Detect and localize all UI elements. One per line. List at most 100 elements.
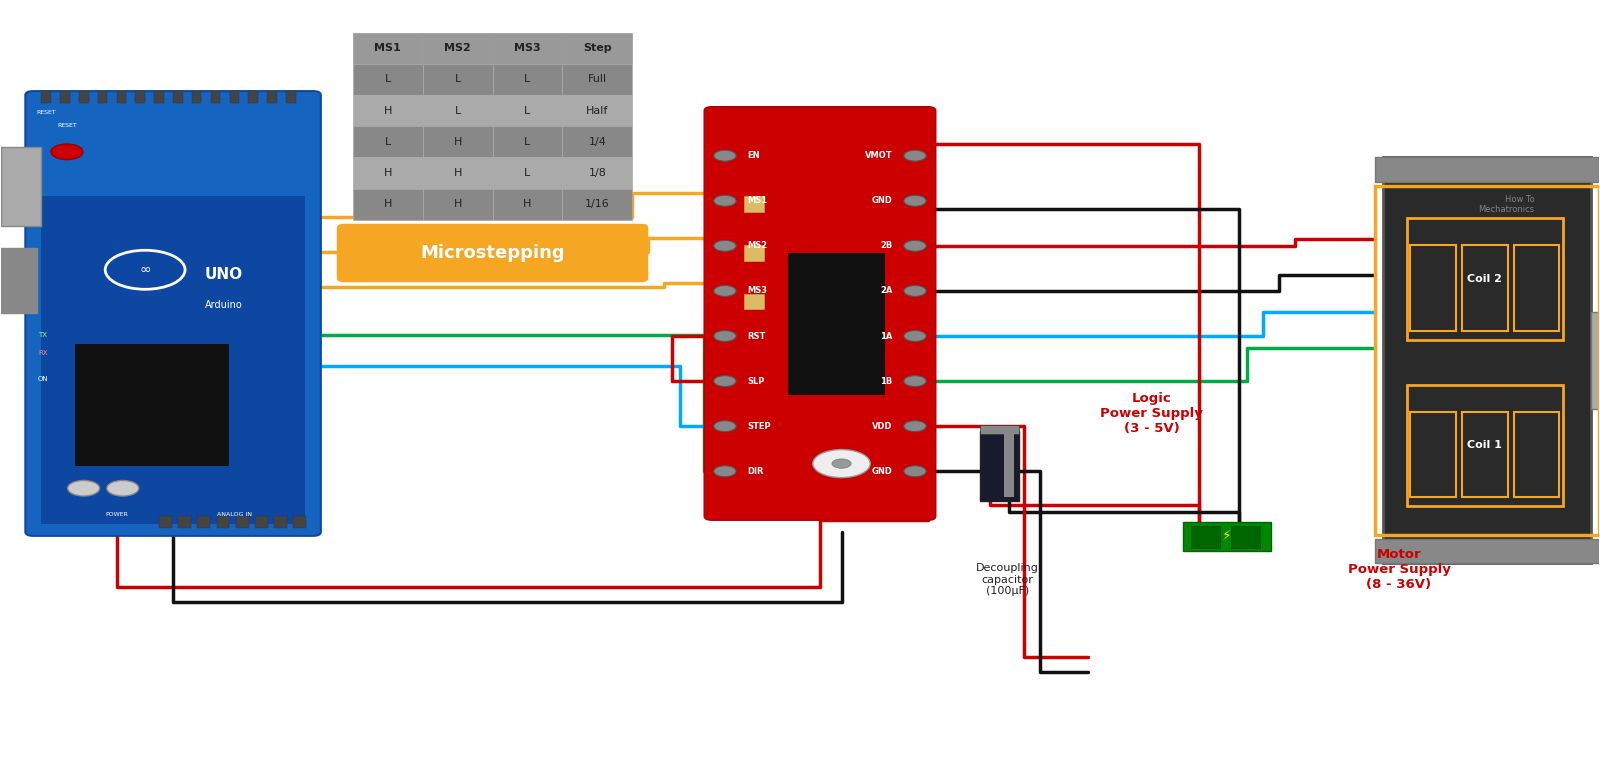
FancyBboxPatch shape	[422, 95, 493, 126]
Text: MS1: MS1	[374, 43, 402, 53]
Text: H: H	[453, 137, 462, 147]
Text: DIR: DIR	[747, 467, 763, 476]
Text: RESET: RESET	[37, 110, 56, 115]
Text: Microstepping: Microstepping	[421, 244, 565, 262]
FancyBboxPatch shape	[2, 147, 42, 226]
Text: RX: RX	[38, 350, 48, 355]
Text: 2B: 2B	[880, 241, 893, 251]
FancyBboxPatch shape	[493, 63, 563, 95]
Text: EN: EN	[747, 151, 760, 161]
Circle shape	[904, 420, 926, 431]
FancyBboxPatch shape	[352, 157, 422, 189]
FancyBboxPatch shape	[78, 91, 88, 103]
FancyBboxPatch shape	[158, 516, 171, 528]
Text: MS3: MS3	[747, 287, 768, 295]
FancyBboxPatch shape	[352, 189, 422, 220]
Text: RESET: RESET	[58, 123, 77, 128]
Text: MS2: MS2	[747, 241, 768, 251]
FancyBboxPatch shape	[2, 248, 37, 313]
Text: L: L	[384, 74, 390, 85]
Text: 1A: 1A	[880, 331, 893, 341]
Text: RST: RST	[747, 331, 766, 341]
Text: VMOT: VMOT	[866, 151, 893, 161]
Circle shape	[904, 466, 926, 477]
Circle shape	[904, 195, 926, 206]
FancyBboxPatch shape	[352, 33, 422, 63]
Text: MS2: MS2	[445, 43, 470, 53]
Text: Coil 1: Coil 1	[1467, 441, 1502, 450]
FancyBboxPatch shape	[422, 63, 493, 95]
FancyBboxPatch shape	[216, 516, 229, 528]
Text: Logic
Power Supply
(3 - 5V): Logic Power Supply (3 - 5V)	[1099, 392, 1203, 435]
FancyBboxPatch shape	[1374, 539, 1598, 563]
FancyBboxPatch shape	[744, 245, 763, 261]
Text: Arduino: Arduino	[205, 300, 242, 310]
FancyBboxPatch shape	[563, 63, 632, 95]
Text: Full: Full	[587, 74, 606, 85]
FancyBboxPatch shape	[211, 91, 221, 103]
Circle shape	[714, 150, 736, 161]
FancyBboxPatch shape	[338, 224, 648, 282]
Text: H: H	[453, 199, 462, 209]
Text: H: H	[523, 199, 531, 209]
FancyBboxPatch shape	[563, 95, 632, 126]
FancyBboxPatch shape	[744, 197, 763, 212]
FancyBboxPatch shape	[197, 516, 210, 528]
Text: ∞: ∞	[139, 263, 150, 276]
Circle shape	[714, 240, 736, 251]
FancyBboxPatch shape	[493, 157, 563, 189]
Circle shape	[714, 330, 736, 341]
FancyBboxPatch shape	[178, 516, 190, 528]
FancyBboxPatch shape	[563, 126, 632, 157]
FancyBboxPatch shape	[117, 91, 126, 103]
Text: TX: TX	[38, 332, 46, 338]
Text: H: H	[453, 168, 462, 178]
Text: Coil 2: Coil 2	[1467, 274, 1502, 284]
Text: H: H	[384, 168, 392, 178]
FancyBboxPatch shape	[352, 95, 422, 126]
Text: GND: GND	[872, 467, 893, 476]
Text: Motor
Power Supply
(8 - 36V): Motor Power Supply (8 - 36V)	[1347, 547, 1450, 590]
FancyBboxPatch shape	[136, 91, 146, 103]
Circle shape	[904, 286, 926, 297]
FancyBboxPatch shape	[1192, 525, 1221, 547]
Text: L: L	[525, 168, 531, 178]
Text: Step: Step	[582, 43, 611, 53]
FancyBboxPatch shape	[229, 91, 238, 103]
Text: 1/4: 1/4	[589, 137, 606, 147]
FancyBboxPatch shape	[267, 91, 277, 103]
Circle shape	[714, 420, 736, 431]
Circle shape	[67, 481, 99, 496]
FancyBboxPatch shape	[1184, 521, 1270, 551]
Circle shape	[714, 466, 736, 477]
FancyBboxPatch shape	[1374, 157, 1598, 182]
FancyBboxPatch shape	[493, 95, 563, 126]
Text: UNO: UNO	[205, 267, 243, 282]
Text: L: L	[454, 106, 461, 116]
FancyBboxPatch shape	[235, 516, 248, 528]
FancyBboxPatch shape	[563, 33, 632, 63]
FancyBboxPatch shape	[493, 126, 563, 157]
Text: H: H	[384, 106, 392, 116]
FancyBboxPatch shape	[422, 33, 493, 63]
Text: 2A: 2A	[880, 287, 893, 295]
FancyBboxPatch shape	[75, 344, 229, 467]
FancyBboxPatch shape	[744, 294, 763, 309]
FancyBboxPatch shape	[422, 126, 493, 157]
FancyBboxPatch shape	[563, 189, 632, 220]
Text: Decoupling
capacitor
(100μF): Decoupling capacitor (100μF)	[976, 563, 1038, 597]
Text: L: L	[384, 137, 390, 147]
FancyBboxPatch shape	[1590, 312, 1600, 409]
Text: 1/8: 1/8	[589, 168, 606, 178]
FancyBboxPatch shape	[704, 106, 936, 520]
FancyBboxPatch shape	[26, 91, 322, 536]
FancyBboxPatch shape	[61, 91, 70, 103]
Circle shape	[714, 195, 736, 206]
Text: VDD: VDD	[872, 422, 893, 431]
FancyBboxPatch shape	[493, 189, 563, 220]
Text: POWER: POWER	[106, 512, 128, 517]
Circle shape	[904, 330, 926, 341]
Text: 1/16: 1/16	[586, 199, 610, 209]
Text: ⚡: ⚡	[1221, 529, 1232, 543]
FancyBboxPatch shape	[981, 431, 1019, 501]
